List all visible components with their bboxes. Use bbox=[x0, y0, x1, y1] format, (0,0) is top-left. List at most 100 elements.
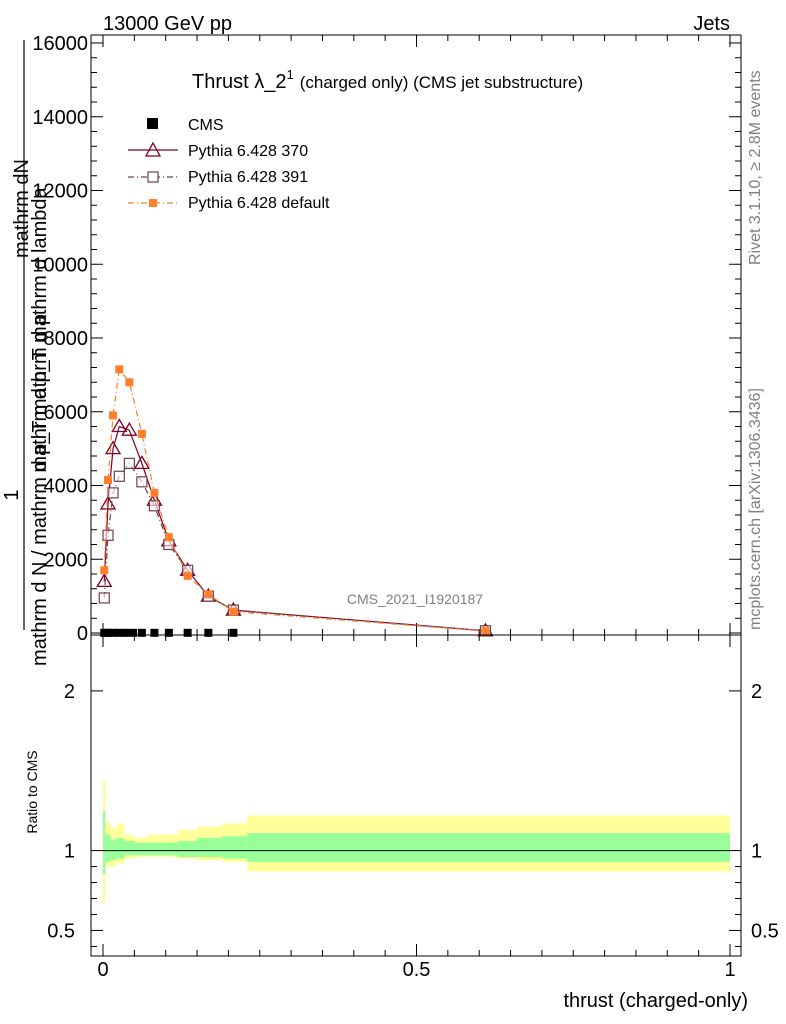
y-tick-label: 6000 bbox=[44, 402, 89, 424]
y-tick-label: 2000 bbox=[44, 549, 89, 571]
header-process: Jets bbox=[693, 13, 730, 35]
ratio-band-green bbox=[103, 810, 106, 875]
y-tick-label: 16000 bbox=[32, 33, 88, 55]
ratio-band-green bbox=[146, 842, 163, 856]
legend-marker-391 bbox=[147, 171, 159, 183]
pythia-default-point bbox=[204, 590, 213, 599]
ratio-panel: 0.5 0.51 12 2 0 0.5 1 Ratio to CMS bbox=[24, 634, 779, 981]
cms-data-point bbox=[204, 628, 213, 637]
ratio-band-green bbox=[116, 837, 125, 859]
pythia-391-point bbox=[102, 529, 114, 541]
ratio-y-tick-label: 1 bbox=[64, 841, 75, 863]
rivet-label: Rivet 3.1.10, ≥ 2.8M events bbox=[747, 70, 764, 265]
pythia-391-point bbox=[107, 487, 119, 499]
pythia-default-point bbox=[481, 627, 490, 636]
pythia-391-point bbox=[148, 500, 161, 512]
x-tick-label: 0.5 bbox=[403, 959, 431, 981]
chart-title: Thrust λ_21 (charged only) (CMS jet subst… bbox=[192, 67, 583, 93]
cms-data-point bbox=[183, 628, 192, 637]
cms-data-point bbox=[150, 628, 159, 637]
legend-marker-370 bbox=[144, 141, 162, 157]
pythia-default-point bbox=[150, 488, 159, 497]
legend: CMS Pythia 6.428 370 Pythia 6.428 391 Py… bbox=[128, 117, 330, 212]
pythia-370-point bbox=[133, 455, 151, 470]
cms-data-point bbox=[109, 628, 118, 637]
ratio-y-tick-label-right: 1 bbox=[751, 841, 762, 863]
y-label-denominator-2: mathrm d N / mathrm d p_T mathrm d p bbox=[29, 314, 51, 666]
cms-data-point bbox=[115, 628, 124, 637]
analysis-watermark: CMS_2021_I1920187 bbox=[347, 591, 483, 607]
y-axis-label: mathrm dN mathrm d p_T mathrm d lambda 1… bbox=[1, 40, 51, 666]
legend-label-370: Pythia 6.428 370 bbox=[188, 143, 308, 160]
pythia-391-point bbox=[113, 470, 125, 482]
legend-label-cms: CMS bbox=[188, 117, 224, 134]
legend-label-default: Pythia 6.428 default bbox=[188, 195, 330, 212]
x-tick-label: 1 bbox=[724, 959, 735, 981]
y-tick-label: 4000 bbox=[44, 476, 89, 498]
pythia-370-point bbox=[104, 440, 122, 455]
pythia-391-point bbox=[98, 592, 110, 604]
y-label-denominator-1: mathrm d p_T mathrm d lambda bbox=[29, 186, 51, 472]
pythia-370-point bbox=[96, 573, 113, 588]
ratio-y-label: Ratio to CMS bbox=[24, 750, 40, 833]
ratio-band-green bbox=[197, 837, 223, 857]
series-layer bbox=[96, 365, 494, 637]
cms-data-point bbox=[104, 628, 113, 637]
cms-data-point bbox=[229, 628, 238, 637]
y-tick-label: 14000 bbox=[32, 107, 88, 129]
ratio-bands bbox=[103, 780, 730, 904]
y-label-top: mathrm dN bbox=[11, 159, 33, 258]
ratio-band-green bbox=[222, 836, 248, 859]
series-line bbox=[103, 367, 486, 632]
pythia-default-point bbox=[183, 571, 192, 580]
ratio-band-green bbox=[124, 841, 135, 856]
main-panel: 0 2000 4000 6000 8000 10000 12000 14000 16000 CM… bbox=[1, 33, 742, 666]
ratio-band-green bbox=[110, 839, 117, 861]
legend-marker-default bbox=[149, 199, 157, 207]
x-axis-label: thrust (charged-only) bbox=[563, 990, 748, 1012]
ratio-band-green bbox=[162, 842, 179, 856]
pythia-391-point bbox=[136, 476, 148, 488]
ratio-y-tick-label: 2 bbox=[64, 681, 75, 703]
pythia-default-point bbox=[109, 411, 118, 420]
header-energy: 13000 GeV pp bbox=[103, 13, 232, 35]
pythia-default-point bbox=[100, 566, 109, 575]
y-tick-label: 12000 bbox=[32, 181, 88, 203]
ratio-y-tick-label-right: 2 bbox=[751, 681, 762, 703]
pythia-391-point bbox=[123, 457, 135, 469]
cms-data-point bbox=[121, 628, 130, 637]
x-tick-label: 0 bbox=[97, 959, 108, 981]
pythia-default-point bbox=[104, 475, 113, 484]
title-sup: 1 bbox=[286, 67, 293, 82]
title-rest: (charged only) (CMS jet substructure) bbox=[300, 73, 583, 92]
ratio-band-green bbox=[134, 842, 147, 856]
ratio-y-tick-label-right: 0.5 bbox=[751, 920, 779, 942]
pythia-370-point bbox=[121, 421, 138, 436]
ratio-x-ticks: 0 0.5 1 bbox=[97, 635, 736, 981]
main-x-ticks bbox=[102, 35, 731, 635]
cms-data-point bbox=[137, 628, 146, 637]
ratio-band-green bbox=[247, 833, 730, 862]
ratio-band-green bbox=[105, 834, 111, 862]
y-tick-label: 8000 bbox=[44, 328, 89, 350]
y-tick-label: 0 bbox=[77, 623, 88, 645]
ratio-band-green bbox=[178, 841, 198, 857]
pythia-default-point bbox=[229, 607, 238, 616]
main-y-ticks: 0 2000 4000 6000 8000 10000 12000 14000 16000 bbox=[32, 33, 741, 645]
pythia-default-point bbox=[164, 533, 173, 542]
pythia-default-point bbox=[137, 429, 146, 438]
pythia-default-point bbox=[125, 378, 134, 387]
ratio-y-ticks: 0.5 0.5 1 1 2 2 bbox=[47, 681, 779, 947]
legend-label-391: Pythia 6.428 391 bbox=[188, 169, 308, 186]
mcplots-label: mcplots.cern.ch [arXiv:1306.3436] bbox=[747, 388, 764, 630]
pythia-370-point bbox=[111, 418, 128, 433]
y-label-numerator: 1 bbox=[1, 489, 23, 500]
title-main: Thrust λ_2 bbox=[192, 71, 286, 93]
y-tick-label: 10000 bbox=[32, 254, 88, 276]
pythia-default-point bbox=[115, 365, 124, 374]
cms-data-point bbox=[164, 628, 173, 637]
ratio-y-tick-label: 0.5 bbox=[47, 920, 75, 942]
cms-data-point bbox=[129, 628, 138, 637]
ratio-frame bbox=[90, 634, 742, 957]
